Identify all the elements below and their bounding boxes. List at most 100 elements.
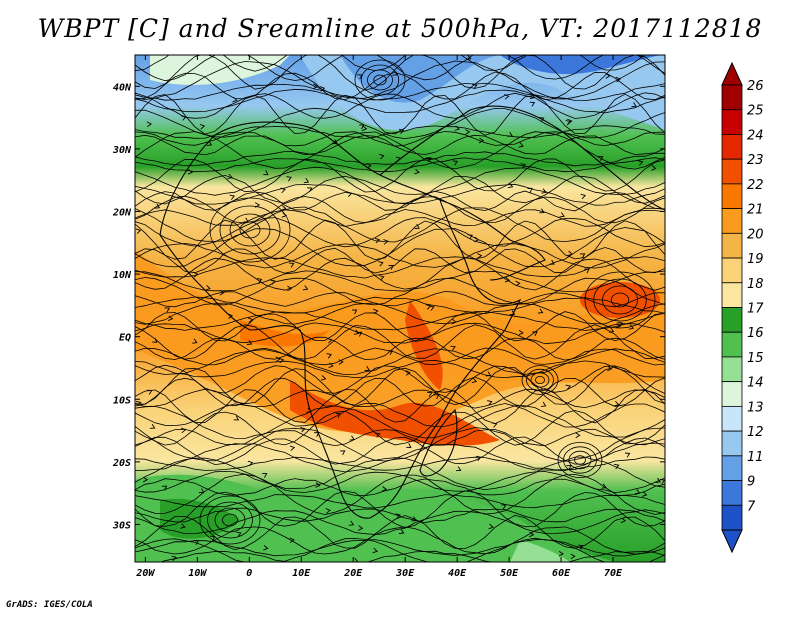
map-title: WBPT [C] and Sreamline at 500hPa, VT: 20… bbox=[37, 14, 763, 43]
streamline bbox=[135, 247, 665, 274]
streamline bbox=[135, 291, 665, 308]
stream-arrow bbox=[471, 377, 478, 384]
stream-arrow bbox=[287, 285, 293, 292]
streamline bbox=[135, 537, 665, 562]
colorbar-swatch bbox=[721, 504, 743, 531]
stream-arrow bbox=[549, 259, 555, 265]
vortex-loop bbox=[593, 278, 647, 322]
stream-arrow bbox=[356, 331, 363, 337]
stream-arrow bbox=[395, 513, 401, 519]
stream-arrow bbox=[164, 307, 171, 313]
stream-arrow bbox=[325, 508, 331, 514]
vortex-loop bbox=[521, 365, 559, 395]
streamline bbox=[135, 539, 665, 557]
stream-arrow bbox=[478, 137, 485, 144]
stream-arrow bbox=[507, 182, 514, 189]
streamline bbox=[135, 88, 665, 114]
stream-arrow bbox=[193, 540, 200, 546]
streamline bbox=[135, 302, 665, 325]
vortex-loop bbox=[584, 271, 656, 329]
lat-tick-label: 30S bbox=[112, 520, 131, 531]
stream-arrow bbox=[467, 234, 473, 240]
stream-arrow bbox=[538, 117, 545, 123]
stream-arrow bbox=[280, 187, 286, 194]
stream-arrow bbox=[641, 491, 648, 497]
colorbar-label: 26 bbox=[747, 79, 764, 94]
stream-arrow bbox=[232, 96, 238, 103]
stream-arrow bbox=[372, 547, 378, 554]
stream-arrow bbox=[529, 531, 535, 538]
stream-arrow bbox=[473, 236, 480, 243]
stream-arrow bbox=[578, 544, 584, 550]
stream-arrow bbox=[315, 482, 321, 488]
colorbar: 26 25 24 23 22 21 20 19 18 17 16 15 14 13 12 11 9 7 bbox=[721, 61, 764, 554]
streamline bbox=[135, 183, 665, 206]
streamline bbox=[135, 442, 665, 473]
colorbar-label: 18 bbox=[747, 277, 764, 292]
colorbar-swatch bbox=[721, 381, 743, 407]
stream-arrow bbox=[580, 193, 587, 200]
streamline bbox=[135, 296, 665, 315]
vortex-loop bbox=[239, 221, 261, 239]
stream-arrow bbox=[411, 516, 417, 522]
stream-arrow bbox=[152, 337, 158, 343]
stream-arrow bbox=[614, 463, 620, 470]
stream-arrow bbox=[565, 384, 572, 390]
streamline bbox=[135, 359, 665, 379]
stream-arrow bbox=[559, 212, 565, 218]
stream-arrow bbox=[655, 477, 662, 484]
stream-arrow bbox=[472, 83, 478, 90]
stream-arrow bbox=[515, 280, 521, 287]
streamline bbox=[135, 55, 665, 82]
stream-arrow bbox=[454, 125, 460, 131]
lon-tick-label: 10W bbox=[188, 568, 207, 579]
streamline bbox=[135, 209, 665, 227]
colorbar-label: 14 bbox=[747, 376, 764, 391]
stream-arrow bbox=[247, 317, 254, 323]
lon-tick-label: 0 bbox=[246, 568, 252, 579]
stream-arrow bbox=[349, 435, 356, 441]
stream-arrow bbox=[270, 279, 276, 285]
stream-arrow bbox=[532, 331, 538, 337]
stream-arrow bbox=[136, 401, 142, 407]
stream-arrow bbox=[335, 412, 342, 418]
vortex-loop bbox=[610, 292, 630, 308]
stream-arrow bbox=[289, 537, 295, 544]
stream-arrow bbox=[286, 176, 292, 182]
streamline bbox=[135, 92, 665, 119]
stream-arrow bbox=[605, 73, 611, 79]
vortex-loop bbox=[373, 74, 387, 86]
lon-tick-label: 20E bbox=[343, 568, 363, 579]
streamline bbox=[135, 322, 665, 345]
stream-arrow bbox=[406, 443, 412, 448]
stream-arrow bbox=[617, 321, 624, 327]
stream-arrow bbox=[171, 555, 177, 562]
stream-arrow bbox=[620, 517, 627, 524]
stream-arrow bbox=[487, 400, 493, 406]
stream-arrow bbox=[288, 262, 295, 268]
streamline bbox=[135, 243, 665, 269]
stream-arrow bbox=[529, 101, 536, 107]
colorbar-swatch bbox=[721, 257, 743, 284]
stream-arrow bbox=[541, 188, 547, 194]
stream-arrow bbox=[634, 489, 641, 495]
stream-arrow bbox=[598, 155, 604, 161]
vortex-loop bbox=[199, 495, 261, 545]
stream-arrow bbox=[364, 366, 371, 372]
streamline bbox=[135, 270, 665, 293]
stream-arrow bbox=[383, 239, 389, 245]
streamline bbox=[135, 195, 665, 224]
streamline bbox=[135, 427, 665, 462]
stream-arrow bbox=[476, 455, 482, 462]
colorbar-label: 19 bbox=[747, 252, 764, 267]
stream-arrow bbox=[256, 278, 263, 284]
stream-arrow bbox=[451, 318, 457, 325]
stream-arrow bbox=[381, 486, 388, 492]
colorbar-label: 12 bbox=[747, 425, 764, 440]
vortex-loop bbox=[207, 501, 253, 539]
stream-arrow bbox=[584, 268, 590, 274]
stream-arrow bbox=[565, 120, 572, 126]
colorbar-label: 24 bbox=[747, 128, 764, 143]
colorbar-label: 21 bbox=[747, 203, 764, 218]
stream-arrow bbox=[263, 545, 269, 551]
